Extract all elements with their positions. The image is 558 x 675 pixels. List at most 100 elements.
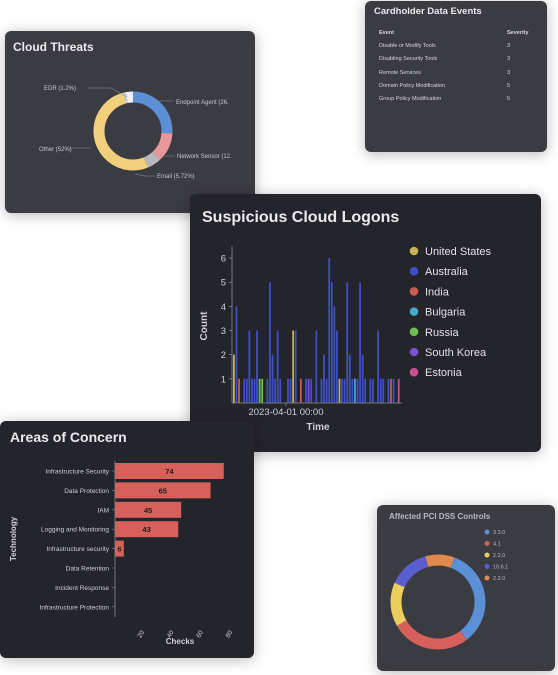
logon-bar[interactable] — [341, 378, 343, 403]
bar-value-label: 45 — [144, 506, 152, 515]
legend-item[interactable]: Estonia — [425, 367, 463, 379]
legend-item[interactable]: Russia — [425, 327, 460, 339]
logon-bar[interactable] — [346, 282, 349, 403]
cardholder-data-events-card: Cardholder Data Events Event Severity Di… — [365, 1, 547, 152]
logon-bar[interactable] — [348, 354, 351, 403]
logons-bars — [233, 258, 400, 403]
logon-bar[interactable] — [276, 330, 279, 403]
logon-bar[interactable] — [364, 378, 367, 403]
logon-bar[interactable] — [387, 378, 390, 403]
logon-bar[interactable] — [325, 378, 328, 403]
logon-bar[interactable] — [271, 354, 274, 403]
logon-bar[interactable] — [261, 378, 264, 403]
logon-bar[interactable] — [330, 282, 333, 403]
logon-bar[interactable] — [269, 282, 271, 403]
logon-bar[interactable] — [336, 330, 338, 403]
table-row[interactable]: Disable or Modify Tools 3 — [379, 43, 539, 56]
legend-item[interactable]: 2.2.0 — [493, 553, 505, 559]
cardholder-title: Cardholder Data Events — [374, 6, 482, 17]
concern-bar[interactable] — [115, 540, 124, 557]
table-row[interactable]: Domain Policy Modification 5 — [379, 83, 539, 96]
logon-bar[interactable] — [323, 354, 325, 403]
y-axis-label: Technology — [9, 516, 18, 561]
logon-bar[interactable] — [354, 378, 356, 403]
logon-bar[interactable] — [256, 330, 258, 403]
table-row[interactable]: Disabling Security Tools 3 — [379, 56, 539, 69]
legend-item[interactable]: 3.3.0 — [493, 530, 505, 536]
category-label: Data Retention — [66, 566, 110, 573]
event-cell: Domain Policy Modification — [379, 82, 446, 89]
logon-bar[interactable] — [258, 378, 261, 403]
logon-bar[interactable] — [289, 378, 292, 403]
y-tick-label: 5 — [221, 278, 226, 289]
y-tick-label: 6 — [221, 254, 226, 265]
logon-bar[interactable] — [251, 378, 253, 403]
logon-bar[interactable] — [328, 258, 331, 403]
logon-bar[interactable] — [245, 378, 248, 403]
pci-segment[interactable] — [384, 548, 492, 656]
legend-item[interactable]: Australia — [425, 266, 469, 278]
x-tick-label: 80 — [225, 629, 235, 639]
logon-bar[interactable] — [361, 354, 364, 403]
cloud-threats-donut-chart: EDR (1.2%) Other (52%) Endpoint Agent (2… — [39, 86, 232, 180]
logon-bar[interactable] — [356, 378, 359, 403]
logon-bar[interactable] — [315, 330, 318, 403]
legend-item[interactable]: 2.2.0 — [493, 576, 505, 582]
concern-bar[interactable] — [115, 482, 211, 499]
logon-bar[interactable] — [351, 378, 354, 403]
logon-bar[interactable] — [305, 378, 307, 403]
logon-bar[interactable] — [390, 378, 392, 403]
logon-bar[interactable] — [338, 378, 341, 403]
logon-bar[interactable] — [377, 330, 380, 403]
logon-bar[interactable] — [274, 378, 276, 403]
logon-bar[interactable] — [287, 378, 289, 403]
concern-bar[interactable] — [115, 501, 182, 518]
bar-value-label: 74 — [165, 467, 174, 476]
logon-bar[interactable] — [310, 378, 313, 403]
legend-item[interactable]: 4.1 — [493, 542, 501, 548]
logon-bar[interactable] — [397, 378, 400, 403]
logon-bar[interactable] — [294, 330, 297, 403]
logon-bar[interactable] — [235, 306, 238, 403]
logon-bar[interactable] — [292, 330, 295, 403]
logon-bar[interactable] — [253, 378, 256, 403]
logon-bar[interactable] — [238, 378, 240, 403]
category-label: Infrastructure Security — [45, 469, 109, 476]
cloud-threats-segment[interactable] — [93, 91, 173, 171]
logon-bar[interactable] — [266, 378, 269, 403]
legend-item[interactable]: United States — [425, 246, 492, 258]
legend-item[interactable]: India — [425, 286, 450, 298]
logon-bar[interactable] — [307, 378, 310, 403]
legend-item[interactable]: South Korea — [425, 347, 487, 359]
logon-bar[interactable] — [379, 378, 382, 403]
logon-bar[interactable] — [392, 378, 395, 403]
legend-item[interactable]: Bulgaria — [425, 307, 466, 319]
logon-bar[interactable] — [369, 378, 372, 403]
bar-value-label: 65 — [159, 486, 167, 495]
logon-bar[interactable] — [359, 282, 361, 403]
logons-title: Suspicious Cloud Logons — [202, 209, 400, 226]
severity-cell: 5 — [507, 96, 511, 103]
logon-bar[interactable] — [343, 378, 346, 403]
logon-bar[interactable] — [233, 354, 235, 403]
pci-segment[interactable] — [384, 548, 492, 656]
legend-item[interactable]: 10.6.1 — [493, 565, 508, 571]
logon-bar[interactable] — [320, 378, 323, 403]
logon-bar[interactable] — [243, 378, 246, 403]
legend-swatch — [484, 575, 490, 581]
pci-segment[interactable] — [384, 548, 492, 656]
cloud-threats-card: Cloud Threats EDR (1.2%) Other (52%) End… — [5, 31, 255, 213]
logon-bar[interactable] — [279, 378, 282, 403]
logon-bar[interactable] — [372, 378, 374, 403]
table-row[interactable]: Group Policy Modification 5 — [379, 96, 539, 109]
logon-bar[interactable] — [248, 330, 251, 403]
category-label: Incident Response — [55, 585, 109, 592]
concern-bar[interactable] — [115, 521, 179, 538]
concern-bar[interactable] — [115, 463, 224, 479]
logon-bar[interactable] — [299, 378, 302, 403]
logon-bar[interactable] — [333, 306, 336, 403]
logons-legend: United States Australia India Bulgaria Russi… — [409, 246, 492, 379]
cloud-threats-segment[interactable] — [93, 91, 173, 171]
table-row[interactable]: Remote Services 3 — [379, 70, 539, 83]
logon-bar[interactable] — [382, 378, 385, 403]
